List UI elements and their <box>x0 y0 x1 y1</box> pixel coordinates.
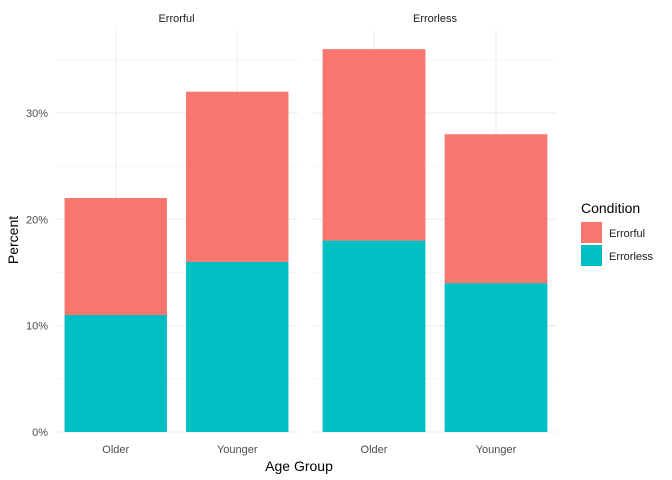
legend-swatch <box>581 245 602 266</box>
legend-title: Condition <box>581 200 640 216</box>
legend-label: Errorful <box>609 228 645 240</box>
y-tick-label: 0% <box>32 427 48 439</box>
x-tick-label: Younger <box>217 444 258 456</box>
x-tick-label: Younger <box>476 444 517 456</box>
x-tick-label: Older <box>102 444 129 456</box>
facet-title: Errorless <box>413 13 458 25</box>
bar-segment-errorless <box>444 283 548 432</box>
facet-panels: Errorful Older Younger Errorless Older Younge… <box>55 13 557 456</box>
bar-segment-errorless <box>186 261 289 432</box>
bar-segment-errorful <box>186 91 289 262</box>
bar-segment-errorful <box>64 198 167 316</box>
facet-panel: Errorless Older Younger <box>313 13 557 456</box>
y-tick-label: 10% <box>26 321 48 333</box>
facet-panel: Errorful Older Younger <box>55 13 298 456</box>
legend-label: Errorless <box>609 251 654 263</box>
bar-segment-errorful <box>322 49 426 241</box>
x-tick-label: Older <box>361 444 388 456</box>
y-tick-label: 20% <box>26 214 48 226</box>
bar-segment-errorful <box>444 134 548 284</box>
facet-title: Errorful <box>158 13 194 25</box>
y-tick-label: 30% <box>26 108 48 120</box>
x-axis-title: Age Group <box>265 458 333 474</box>
bar-segment-errorless <box>322 240 426 432</box>
legend: Condition Errorful Errorless <box>581 200 654 266</box>
y-axis-title: Percent <box>5 216 21 264</box>
y-axis: 0% 10% 20% 30% <box>26 108 48 439</box>
bar-segment-errorless <box>64 315 167 432</box>
legend-swatch <box>581 222 602 243</box>
